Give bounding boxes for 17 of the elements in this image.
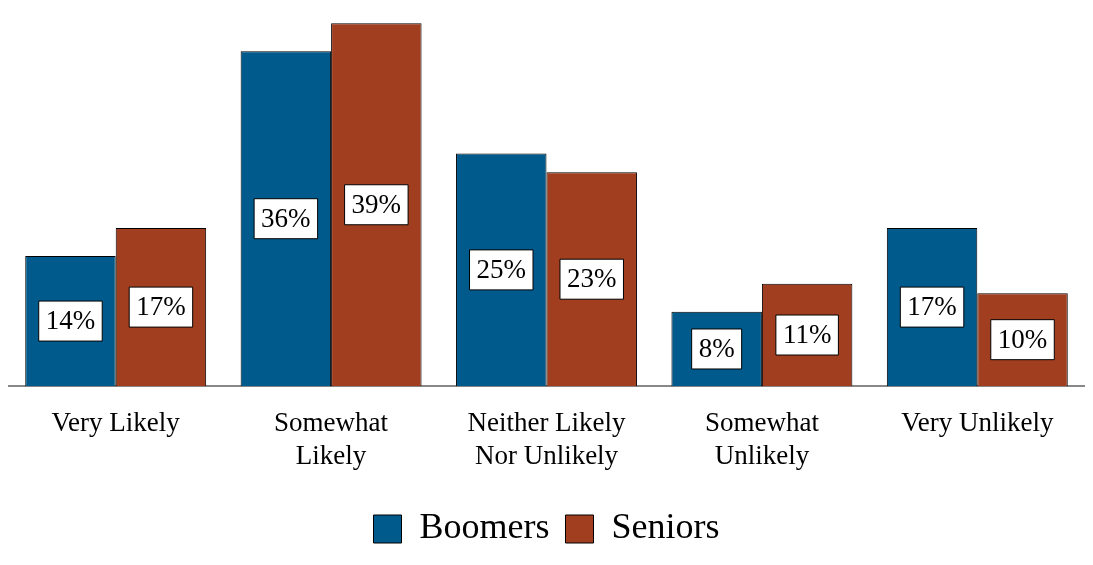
data-label: 8% [698, 333, 735, 364]
x-tick-label: Very Likely [51, 407, 181, 438]
x-tick-label: Very Unlikely [901, 407, 1054, 438]
data-label: 17% [907, 291, 957, 322]
x-tick-label: Somewhat Unlikely [704, 407, 820, 470]
x-tick-label: Neither Likely Nor Unlikely [467, 407, 627, 470]
data-label: 10% [997, 323, 1048, 354]
legend-label: Boomers [419, 506, 550, 547]
legend-label: Seniors [611, 506, 720, 547]
data-label: 25% [476, 253, 527, 284]
data-label: 17% [136, 291, 186, 322]
data-label: 14% [45, 305, 96, 336]
data-label: 23% [566, 263, 617, 294]
data-label: 39% [351, 188, 402, 219]
data-label: 36% [261, 202, 311, 233]
x-tick-label: Somewhat Likely [274, 407, 389, 470]
data-label: 11% [782, 319, 832, 350]
